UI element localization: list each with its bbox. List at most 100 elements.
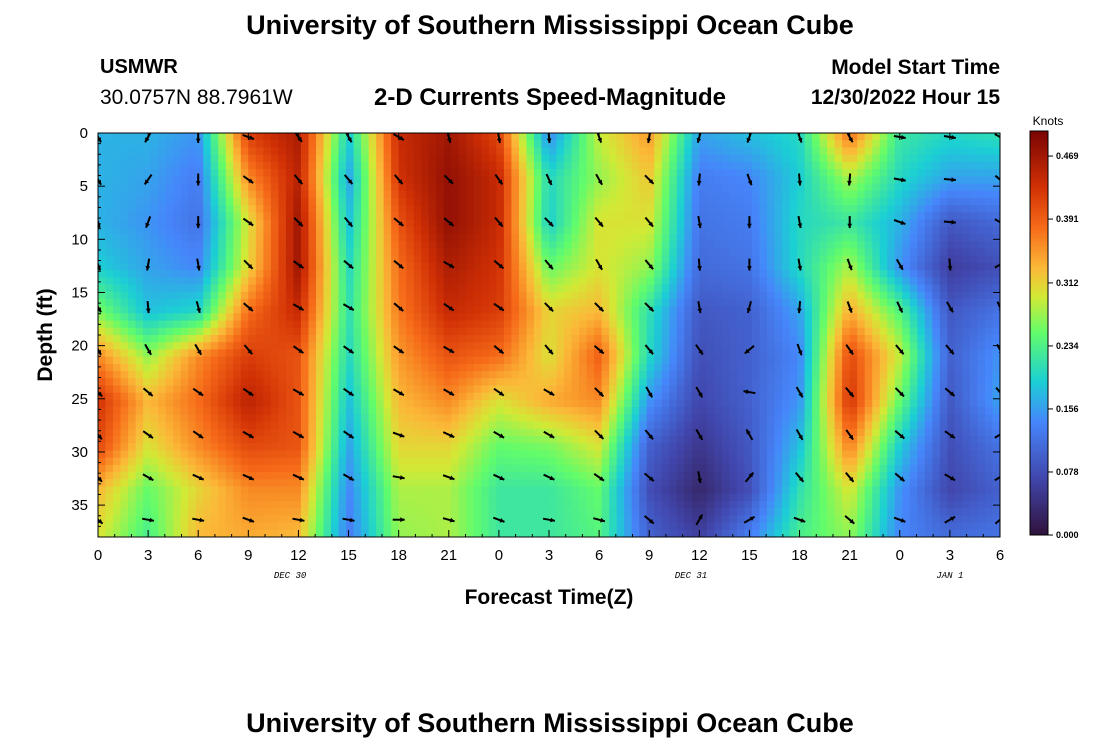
heatmap-cell — [661, 529, 670, 537]
heatmap-cell — [338, 234, 347, 242]
heatmap-cell — [443, 176, 452, 185]
heatmap-cell — [541, 436, 550, 444]
heatmap-cell — [180, 306, 189, 314]
heatmap-cell — [413, 493, 422, 502]
heatmap-cell — [661, 176, 670, 185]
heatmap-cell — [353, 342, 362, 351]
heatmap-cell — [564, 270, 573, 278]
heatmap-cell — [105, 500, 114, 509]
heatmap-cell — [564, 197, 573, 206]
heatmap-cell — [466, 349, 475, 358]
heatmap-cell — [488, 479, 497, 488]
heatmap-cell — [458, 493, 467, 502]
heatmap-cell — [338, 197, 347, 206]
heatmap-cell — [759, 385, 768, 394]
heatmap-cell — [248, 320, 257, 329]
heatmap-cell — [571, 190, 580, 199]
heatmap-cell — [248, 529, 257, 537]
heatmap-cell — [631, 436, 640, 444]
heatmap-cell — [278, 356, 287, 365]
heatmap-cell — [443, 392, 452, 401]
heatmap-cell — [624, 457, 633, 466]
heatmap-cell — [466, 407, 475, 415]
heatmap-cell — [218, 493, 227, 502]
heatmap-cell — [128, 371, 137, 379]
heatmap-cell — [285, 154, 295, 163]
heatmap-cell — [368, 464, 377, 473]
heatmap-cell — [601, 169, 610, 177]
heatmap-cell — [233, 169, 242, 177]
heatmap-cell — [338, 436, 347, 444]
heatmap-cell — [143, 270, 152, 278]
heatmap-cell — [669, 306, 678, 314]
heatmap-cell — [120, 161, 129, 170]
heatmap-cell — [368, 197, 377, 206]
heatmap-cell — [443, 522, 452, 531]
heatmap-cell — [315, 306, 325, 314]
heatmap-cell — [376, 522, 385, 531]
heatmap-cell — [158, 385, 167, 394]
heatmap-cell — [639, 421, 648, 430]
heatmap-cell — [331, 169, 340, 177]
heatmap-cell — [759, 226, 768, 235]
heatmap-cell — [180, 262, 189, 271]
heatmap-cell — [736, 169, 746, 177]
heatmap-cell — [406, 342, 415, 351]
heatmap-cell — [120, 529, 129, 537]
heatmap-cell — [210, 399, 219, 408]
heatmap-cell — [323, 529, 332, 537]
heatmap-cell — [338, 486, 347, 495]
heatmap-cell — [346, 486, 355, 495]
heatmap-cell — [436, 133, 445, 141]
heatmap-cell — [165, 515, 174, 524]
heatmap-cell — [586, 436, 595, 444]
heatmap-cell — [466, 226, 475, 235]
heatmap-cell — [751, 190, 761, 199]
heatmap-cell — [751, 529, 761, 537]
heatmap-cell — [549, 356, 558, 365]
heatmap-cell — [511, 335, 520, 343]
heatmap-cell — [661, 457, 670, 466]
heatmap-cell — [361, 169, 370, 177]
heatmap-cell — [421, 284, 430, 293]
heatmap-cell — [729, 508, 738, 516]
heatmap-cell — [180, 522, 189, 531]
heatmap-cell — [451, 515, 460, 524]
heatmap-cell — [165, 320, 174, 329]
heatmap-cell — [203, 335, 212, 343]
heatmap-cell — [421, 450, 430, 459]
heatmap-cell — [751, 450, 761, 459]
heatmap-cell — [556, 486, 565, 495]
heatmap-cell — [428, 190, 437, 199]
heatmap-cell — [406, 212, 415, 221]
heatmap-cell — [631, 219, 640, 228]
heatmap-cell — [428, 428, 437, 437]
heatmap-cell — [353, 212, 362, 221]
heatmap-cell — [706, 241, 715, 250]
heatmap-cell — [218, 219, 227, 228]
heatmap-cell — [744, 335, 753, 343]
heatmap-cell — [691, 241, 700, 250]
heatmap-cell — [188, 428, 197, 437]
heatmap-cell — [428, 327, 437, 336]
heatmap-cell — [706, 414, 715, 423]
heatmap-cell — [691, 154, 700, 163]
heatmap-cell — [233, 284, 242, 293]
heatmap-cell — [428, 421, 437, 430]
heatmap-cell — [714, 479, 723, 488]
heatmap-cell — [488, 414, 497, 423]
heatmap-cell — [669, 385, 678, 394]
heatmap-cell — [353, 349, 362, 358]
heatmap-cell — [473, 436, 482, 444]
heatmap-cell — [533, 241, 543, 250]
heatmap-cell — [150, 472, 159, 480]
heatmap-cell — [691, 464, 700, 473]
heatmap-cell — [706, 313, 715, 322]
heatmap-cell — [270, 133, 279, 141]
heatmap-cell — [541, 407, 550, 415]
heatmap-cell — [361, 298, 370, 307]
heatmap-cell — [218, 176, 227, 185]
heatmap-cell — [503, 363, 513, 372]
heatmap-cell — [533, 371, 543, 379]
heatmap-cell — [346, 529, 355, 537]
